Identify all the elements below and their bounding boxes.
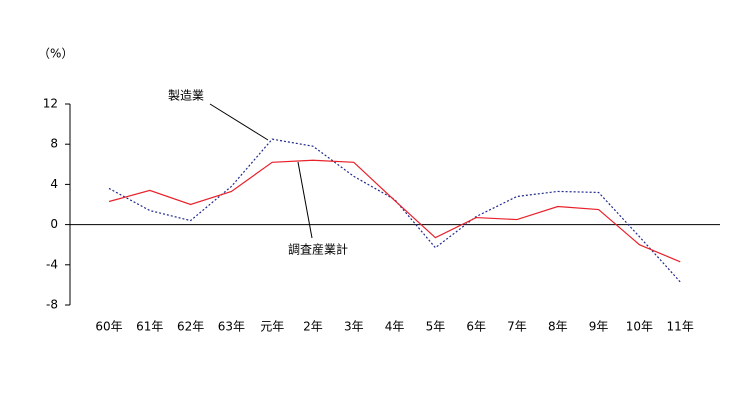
x-tick-label: 元年 [260,320,284,334]
x-tick-label: 60年 [95,320,122,334]
x-tick-label: 11年 [667,320,694,334]
x-tick-label: 62年 [177,320,204,334]
x-tick-label: 6年 [466,320,486,334]
y-tick-label: 4 [50,177,58,191]
x-tick-label: 3年 [344,320,364,334]
y-tick-label: 8 [50,137,58,151]
series-label: 製造業 [168,89,204,103]
x-tick-label: 2年 [303,320,323,334]
leader-line [297,161,313,239]
series-line [108,138,681,283]
x-tick-label: 9年 [589,320,609,334]
x-tick-label: 7年 [507,320,527,334]
series-label: 調査産業計 [288,242,348,257]
y-axis-label: （%） [38,47,73,61]
y-tick-label: 12 [43,97,58,111]
series-line [108,159,681,263]
x-tick-label: 63年 [218,320,245,334]
leader-line [209,103,269,141]
y-tick-label: -8 [46,298,58,312]
y-tick-label: 0 [50,217,58,231]
y-tick-label: -4 [46,257,58,271]
x-tick-label: 61年 [136,320,163,334]
x-tick-label: 10年 [626,320,653,334]
x-tick-label: 8年 [548,320,568,334]
x-tick-label: 5年 [426,320,446,334]
x-tick-label: 4年 [385,320,405,334]
